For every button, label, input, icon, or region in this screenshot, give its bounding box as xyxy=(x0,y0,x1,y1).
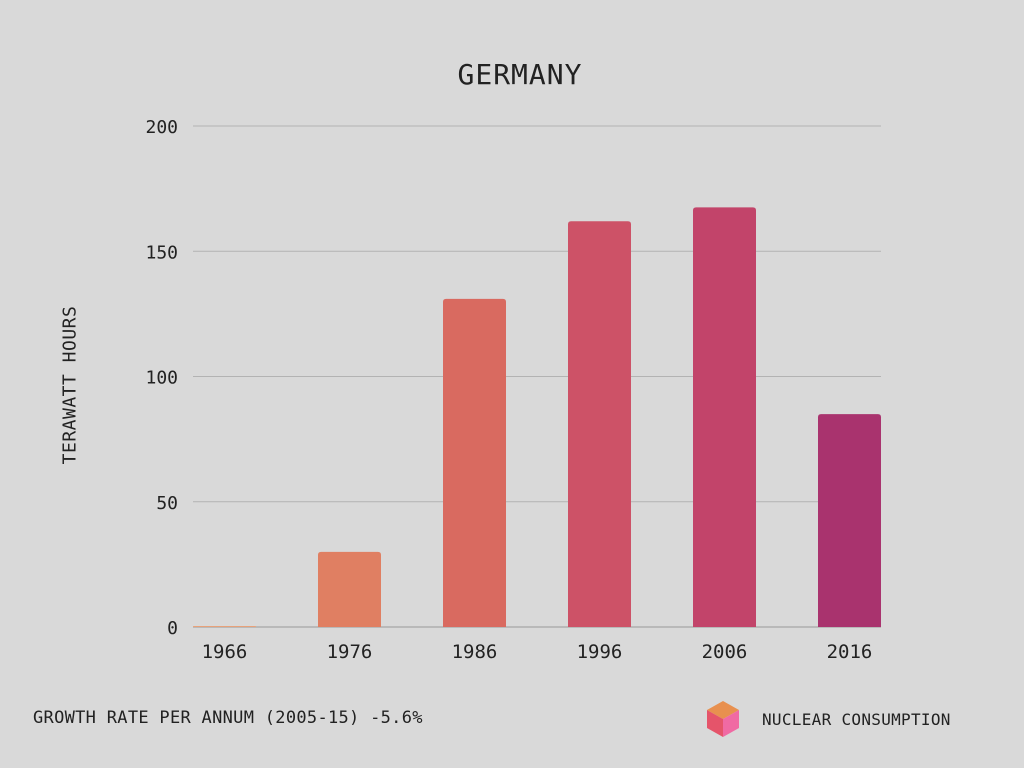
bar-2016 xyxy=(818,414,881,627)
growth-rate-note: GROWTH RATE PER ANNUM (2005-15) -5.6% xyxy=(33,708,423,728)
bar-1966 xyxy=(193,626,256,627)
grid-lines xyxy=(193,125,881,628)
y-tick-label: 150 xyxy=(145,242,178,263)
chart-title: GERMANY xyxy=(457,58,583,91)
bar-1996 xyxy=(568,221,631,627)
cube-right-face xyxy=(723,710,739,737)
y-tick-labels: 0 50 100 150 200 xyxy=(145,117,178,639)
legend-label: NUCLEAR CONSUMPTION xyxy=(762,709,951,729)
x-tick-label: 2006 xyxy=(702,641,748,663)
legend: NUCLEAR CONSUMPTION xyxy=(706,700,951,738)
bar-2006 xyxy=(693,207,756,627)
cube-left-face xyxy=(707,710,723,737)
x-tick-label: 2016 xyxy=(827,641,873,663)
bar-1976 xyxy=(318,551,381,627)
y-tick-label: 100 xyxy=(145,368,178,389)
x-tick-label: 1976 xyxy=(327,641,373,663)
x-tick-labels: 1966 1976 1986 1996 2006 2016 xyxy=(202,641,873,663)
bar-1986 xyxy=(443,298,506,627)
y-tick-label: 50 xyxy=(156,493,178,514)
bars xyxy=(193,207,881,627)
cube-icon xyxy=(707,701,739,737)
x-tick-label: 1966 xyxy=(202,641,248,663)
x-tick-label: 1986 xyxy=(452,641,498,663)
x-tick-label: 1996 xyxy=(577,641,623,663)
y-tick-label: 200 xyxy=(145,117,178,138)
y-tick-label: 0 xyxy=(167,618,178,639)
